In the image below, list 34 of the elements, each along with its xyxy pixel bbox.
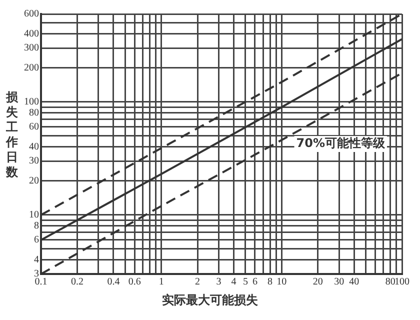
y-tick-label: 200 (24, 62, 39, 74)
y-tick-label: 80 (29, 108, 39, 118)
x-tick-label: 0.4 (107, 276, 120, 288)
y-tick-label: 400 (24, 28, 39, 40)
x-tick-label: 30 (334, 276, 344, 288)
x-tick-label: 40 (349, 276, 360, 288)
x-tick-label: 1 (158, 276, 164, 288)
x-tick-label: 2 (195, 276, 200, 288)
y-tick-label: 6 (34, 234, 39, 246)
annotation: 70%可能性等级 (296, 136, 386, 150)
x-tick-label: 100 (394, 276, 410, 288)
y-tick-label: 100 (24, 96, 39, 108)
y-tick-label: 30 (29, 156, 39, 167)
x-tick-label: 5 (242, 276, 248, 288)
x-tick-label: 4 (231, 276, 236, 288)
x-tick-label: 6 (252, 276, 258, 288)
y-tick-label: 40 (29, 142, 39, 153)
x-tick-label: 80 (385, 276, 396, 288)
y-tick-label: 20 (29, 176, 39, 187)
x-tick-label: 0.6 (128, 276, 141, 288)
y-tick-label: 600 (24, 8, 39, 20)
x-tick-label: 8 (268, 276, 273, 288)
x-tick-label: 0.2 (70, 276, 84, 288)
y-tick-label: 4 (34, 254, 39, 266)
x-axis-title: 实际最大可能损失 (161, 292, 259, 309)
y-tick-label: 300 (24, 42, 39, 54)
x-tick-label: 0.1 (34, 276, 48, 288)
x-tick-label: 20 (312, 276, 323, 288)
x-tick-label: 10 (276, 276, 287, 288)
y-tick-label: 8 (34, 220, 39, 232)
x-tick-label: 3 (216, 276, 222, 288)
y-tick-label: 60 (29, 122, 39, 133)
y-tick-label: 10 (29, 210, 39, 221)
y-axis-title: 损失工作日数 (4, 90, 19, 180)
